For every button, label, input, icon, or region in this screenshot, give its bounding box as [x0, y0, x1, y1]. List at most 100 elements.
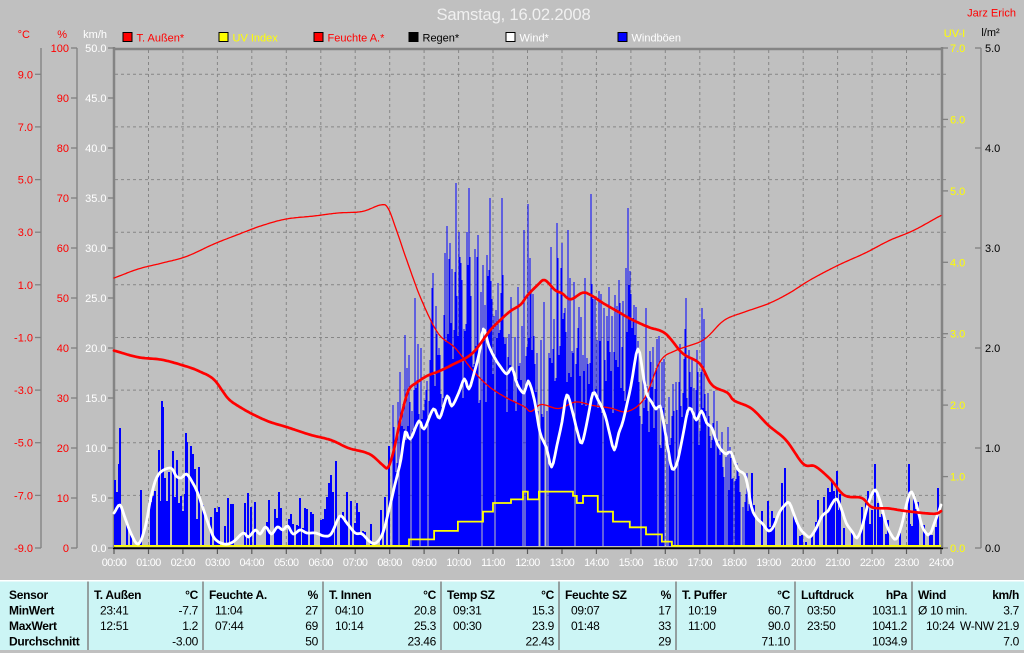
svg-text:W-NW 21.9: W-NW 21.9	[960, 619, 1020, 633]
svg-text:07:00: 07:00	[343, 557, 368, 569]
svg-text:%: %	[57, 29, 67, 41]
svg-text:03:50: 03:50	[807, 604, 836, 618]
svg-text:13:00: 13:00	[550, 557, 575, 569]
svg-text:%: %	[308, 588, 319, 602]
svg-text:7.0: 7.0	[950, 43, 965, 55]
svg-text:1.2: 1.2	[182, 619, 198, 633]
svg-text:1031.1: 1031.1	[872, 604, 908, 618]
svg-text:l/m²: l/m²	[981, 27, 1000, 39]
svg-text:29: 29	[658, 635, 671, 649]
svg-text:11:00: 11:00	[688, 619, 716, 633]
svg-text:04:10: 04:10	[335, 604, 364, 618]
svg-text:Temp SZ: Temp SZ	[447, 588, 495, 602]
svg-text:50: 50	[57, 293, 69, 305]
svg-text:24:00: 24:00	[929, 557, 954, 569]
svg-text:Wind*: Wind*	[520, 33, 550, 45]
svg-text:-7.0: -7.0	[14, 490, 33, 502]
svg-text:04:00: 04:00	[240, 557, 265, 569]
svg-text:-7.7: -7.7	[179, 604, 199, 618]
svg-text:100: 100	[51, 43, 69, 55]
svg-text:15.3: 15.3	[532, 604, 555, 618]
svg-text:-3.00: -3.00	[172, 635, 198, 649]
svg-text:Jarz Erich: Jarz Erich	[967, 8, 1016, 20]
svg-text:06:00: 06:00	[309, 557, 334, 569]
svg-text:Ø 10 min.: Ø 10 min.	[918, 604, 967, 618]
svg-text:Wind: Wind	[918, 588, 946, 602]
svg-text:Feuchte A.: Feuchte A.	[209, 588, 267, 602]
svg-text:5.0: 5.0	[950, 186, 965, 198]
svg-text:6.0: 6.0	[950, 114, 965, 126]
svg-text:25.3: 25.3	[414, 619, 437, 633]
svg-text:17: 17	[658, 604, 671, 618]
svg-text:1034.9: 1034.9	[872, 635, 908, 649]
svg-text:09:31: 09:31	[453, 604, 482, 618]
svg-text:23:50: 23:50	[807, 619, 836, 633]
svg-text:7.0: 7.0	[18, 122, 33, 134]
svg-text:T. Außen*: T. Außen*	[137, 33, 185, 45]
svg-text:Samstag, 16.02.2008: Samstag, 16.02.2008	[437, 5, 591, 24]
svg-text:0: 0	[63, 543, 69, 555]
svg-text:45.0: 45.0	[85, 93, 106, 105]
svg-text:0.0: 0.0	[91, 543, 106, 555]
svg-text:00:30: 00:30	[453, 619, 482, 633]
svg-text:hPa: hPa	[886, 588, 908, 602]
svg-text:10: 10	[57, 493, 69, 505]
svg-text:40: 40	[57, 343, 69, 355]
svg-text:21:00: 21:00	[825, 557, 850, 569]
svg-text:°C: °C	[423, 588, 436, 602]
svg-text:2.0: 2.0	[950, 400, 965, 412]
svg-text:10:24: 10:24	[926, 619, 955, 633]
svg-text:km/h: km/h	[992, 588, 1019, 602]
svg-text:15.0: 15.0	[85, 393, 106, 405]
svg-text:UV-I: UV-I	[944, 28, 965, 40]
svg-text:1.0: 1.0	[950, 472, 965, 484]
svg-text:°C: °C	[777, 588, 790, 602]
svg-text:3.0: 3.0	[985, 243, 1000, 255]
svg-text:80: 80	[57, 143, 69, 155]
svg-text:12:00: 12:00	[515, 557, 540, 569]
svg-text:23.9: 23.9	[532, 619, 555, 633]
svg-text:10.0: 10.0	[85, 443, 106, 455]
svg-text:22.43: 22.43	[525, 635, 554, 649]
svg-text:15:00: 15:00	[619, 557, 644, 569]
svg-text:°C: °C	[541, 588, 554, 602]
svg-text:08:00: 08:00	[377, 557, 402, 569]
svg-text:°C: °C	[18, 29, 30, 41]
svg-text:11:04: 11:04	[215, 604, 243, 618]
svg-text:10:14: 10:14	[335, 619, 364, 633]
svg-text:50.0: 50.0	[85, 43, 106, 55]
svg-text:16:00: 16:00	[653, 557, 678, 569]
svg-text:Feuchte SZ: Feuchte SZ	[565, 588, 627, 602]
svg-text:0.0: 0.0	[985, 543, 1000, 555]
svg-text:%: %	[661, 588, 672, 602]
svg-text:0.0: 0.0	[950, 543, 965, 555]
svg-text:3.0: 3.0	[18, 227, 33, 239]
svg-text:7.0: 7.0	[1003, 635, 1019, 649]
svg-text:03:00: 03:00	[205, 557, 230, 569]
svg-text:11:00: 11:00	[481, 557, 505, 569]
svg-text:09:00: 09:00	[412, 557, 437, 569]
svg-text:T. Puffer: T. Puffer	[682, 588, 727, 602]
svg-text:°C: °C	[185, 588, 198, 602]
svg-text:Feuchte A.*: Feuchte A.*	[328, 33, 386, 45]
svg-text:9.0: 9.0	[18, 69, 33, 81]
svg-text:3.0: 3.0	[950, 329, 965, 341]
svg-text:20:00: 20:00	[791, 557, 816, 569]
svg-text:T. Außen: T. Außen	[94, 588, 141, 602]
svg-text:19:00: 19:00	[756, 557, 781, 569]
svg-text:MaxWert: MaxWert	[9, 619, 57, 633]
svg-text:Durchschnitt: Durchschnitt	[9, 635, 80, 649]
svg-text:23:00: 23:00	[894, 557, 919, 569]
svg-text:2.0: 2.0	[985, 343, 1000, 355]
svg-text:-3.0: -3.0	[14, 385, 33, 397]
svg-text:1.0: 1.0	[18, 280, 33, 292]
svg-text:69: 69	[305, 619, 318, 633]
svg-text:4.0: 4.0	[950, 257, 965, 269]
svg-text:40.0: 40.0	[85, 143, 106, 155]
svg-text:-9.0: -9.0	[14, 543, 33, 555]
svg-text:5.0: 5.0	[18, 175, 33, 187]
svg-text:09:07: 09:07	[571, 604, 600, 618]
svg-text:30: 30	[57, 393, 69, 405]
svg-text:20.8: 20.8	[414, 604, 437, 618]
svg-text:Luftdruck: Luftdruck	[801, 588, 854, 602]
